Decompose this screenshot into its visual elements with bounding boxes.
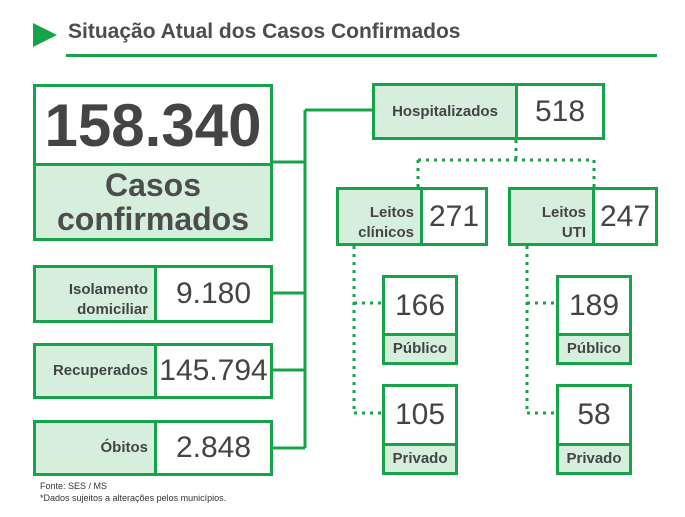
clinicos-publico-card: 166 Público: [382, 275, 458, 365]
footer: Fonte: SES / MS *Dados sujeitos a altera…: [40, 480, 226, 504]
obitos-card: Óbitos 2.848: [33, 420, 273, 476]
hospitalizados-value: 518: [534, 94, 586, 128]
uti-privado-label: Privado: [559, 443, 629, 472]
obitos-value: 2.848: [175, 431, 252, 464]
leitos-uti-label: Leitos UTI: [511, 190, 595, 243]
leitos-clinicos-label: Leitos clínicos: [339, 190, 423, 243]
obitos-label-text: Óbitos: [100, 439, 149, 456]
uti-publico-card: 189 Público: [556, 275, 632, 365]
uti-privado-label-text: Privado: [566, 450, 622, 467]
recuperados-label-text: Recuperados: [52, 362, 148, 379]
isolamento-label-line2: domiciliar: [77, 301, 148, 318]
leitos-clinicos-label-line2: clínicos: [358, 224, 414, 241]
total-cases-card: 158.340 Casos confirmados: [33, 84, 273, 241]
isolamento-value: 9.180: [175, 277, 252, 310]
leitos-uti-label-line1: Leitos: [541, 204, 586, 221]
uti-publico-label: Público: [559, 333, 629, 362]
page-title: Situação Atual dos Casos Confirmados: [68, 20, 461, 43]
uti-privado-card: 58 Privado: [556, 384, 632, 475]
leitos-clinicos-label-line1: Leitos: [369, 204, 414, 221]
uti-privado-value: 58: [577, 398, 611, 431]
total-cases-label-line2: confirmados: [56, 201, 250, 237]
recuperados-label: Recuperados: [36, 346, 157, 396]
total-cases-value: 158.340: [44, 91, 262, 159]
hospitalizados-card: Hospitalizados 518: [372, 83, 605, 140]
title-underline: [66, 54, 657, 57]
clinicos-privado-card: 105 Privado: [382, 384, 458, 475]
uti-publico-value: 189: [568, 288, 620, 322]
leitos-uti-card: Leitos UTI 247: [508, 187, 658, 246]
isolamento-label: Isolamento domiciliar: [36, 268, 157, 320]
clinicos-privado-label-text: Privado: [392, 450, 448, 467]
recuperados-card: Recuperados 145.794: [33, 343, 273, 399]
obitos-label: Óbitos: [36, 423, 157, 473]
clinicos-privado-value: 105: [394, 398, 446, 431]
hospitalizados-label: Hospitalizados: [375, 86, 518, 137]
clinicos-publico-value: 166: [394, 288, 446, 322]
clinicos-publico-label-text: Público: [392, 340, 448, 357]
clinicos-publico-label: Público: [385, 333, 455, 362]
uti-publico-label-text: Público: [566, 340, 622, 357]
footer-source: Fonte: SES / MS: [40, 481, 108, 491]
total-cases-label-line1: Casos: [104, 167, 202, 203]
clinicos-privado-label: Privado: [385, 443, 455, 472]
leitos-clinicos-value: 271: [428, 199, 480, 233]
recuperados-value: 145.794: [159, 354, 268, 387]
leitos-uti-value: 247: [599, 199, 651, 233]
hospitalizados-label-text: Hospitalizados: [392, 102, 498, 120]
leitos-uti-label-line2: UTI: [561, 224, 586, 241]
footer-note: *Dados sujeitos a alterações pelos munic…: [40, 493, 227, 503]
play-triangle-icon: [33, 23, 57, 47]
total-cases-label: Casos confirmados: [36, 163, 270, 238]
leitos-clinicos-card: Leitos clínicos 271: [336, 187, 488, 246]
isolamento-label-line1: Isolamento: [68, 281, 148, 298]
isolamento-card: Isolamento domiciliar 9.180: [33, 265, 273, 323]
